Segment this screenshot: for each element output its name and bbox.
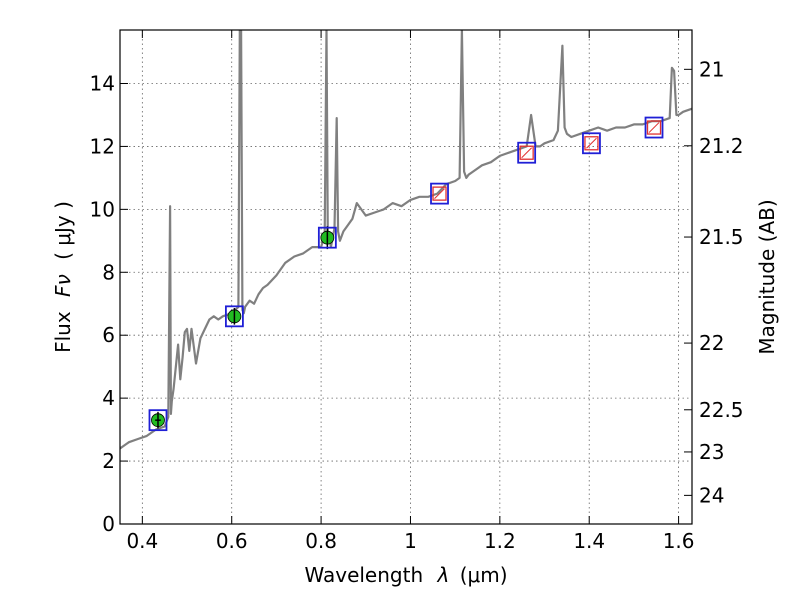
y2-tick-label: 21 (699, 57, 724, 81)
y2-axis: 21 21.2 21.5 22 22.5 23 24 (684, 57, 744, 507)
x-axis-label-text: Wavelength (304, 563, 423, 587)
x-tick-label: 1.4 (573, 529, 605, 553)
model-band-box (317, 226, 337, 249)
y-tick-label: 4 (102, 386, 115, 410)
upper-limit-point (432, 186, 447, 201)
photometry-series (148, 116, 664, 432)
upper-limit-point (584, 136, 599, 151)
upper-limit-point (519, 145, 534, 160)
x-tick-label: 1 (404, 529, 417, 553)
y-tick-label: 6 (102, 323, 115, 347)
spectrum-series (120, 30, 692, 450)
y-axis-label: Flux Fν ( μJy ) (51, 201, 75, 353)
upper-limit-slash (434, 188, 445, 199)
y-tick-label: 0 (102, 512, 115, 536)
y-axis-label-text: Flux (51, 311, 75, 353)
y2-tick-label: 22 (699, 331, 724, 355)
x-tick-label: 1.2 (484, 529, 516, 553)
x-axis-label-unit: (μm) (460, 563, 508, 587)
y2-tick-label: 21.2 (699, 134, 744, 158)
upper-limit-slash (521, 147, 533, 159)
x-tick-label: 0.6 (216, 529, 248, 553)
x-axis: 0.4 0.6 0.8 1 1.2 1.4 1.6 (126, 30, 695, 553)
y-tick-label: 8 (102, 260, 115, 284)
y-tick-label: 12 (90, 134, 115, 158)
upper-limit-point (646, 120, 662, 135)
x-axis-label-symbol: λ (437, 563, 450, 587)
x-tick-label: 0.8 (305, 529, 337, 553)
upper-limit-slash (648, 122, 660, 133)
model-band-box (224, 305, 244, 328)
y2-axis-label: Magnitude (AB) (755, 199, 779, 354)
spectrum-line (120, 30, 692, 450)
y-axis-label-unit: ( μJy ) (51, 201, 75, 260)
y-axis: 0 2 4 6 8 10 12 14 (90, 71, 128, 536)
x-axis-label: Wavelength λ (μm) (304, 563, 507, 587)
y-axis-label-symbol: Fν (51, 274, 75, 297)
y-tick-label: 14 (90, 71, 115, 95)
y2-tick-label: 23 (699, 440, 724, 464)
model-band-box (517, 141, 537, 164)
y-tick-label: 10 (90, 197, 115, 221)
plot-frame (119, 29, 693, 525)
y-tick-label: 2 (102, 449, 115, 473)
y2-tick-label: 24 (699, 483, 724, 507)
model-band-box (148, 409, 168, 432)
y2-tick-label: 21.5 (699, 225, 744, 249)
model-band-box (430, 182, 449, 205)
x-tick-label: 1.6 (663, 529, 695, 553)
y2-tick-label: 22.5 (699, 398, 744, 422)
model-band-box (582, 132, 601, 155)
upper-limit-slash (586, 137, 597, 149)
x-tick-label: 0.4 (126, 529, 158, 553)
model-band-box (644, 116, 664, 139)
